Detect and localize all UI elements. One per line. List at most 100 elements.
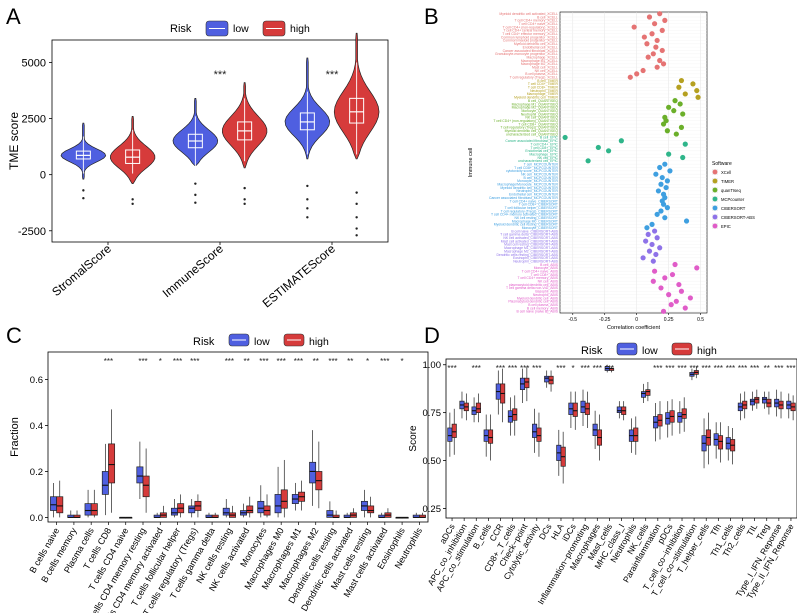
box-low-t-cells-cd4-memory-resting [136, 466, 144, 484]
point-b-cell-epic [562, 134, 568, 141]
outlier-high-estimatescore [355, 191, 358, 194]
cell-label-neutrophil-quantiseq: Neutrophil_QUANTISEQ [521, 112, 559, 116]
significance-mast-cells-activated: *** [380, 357, 389, 366]
box-low-dendritic-cells-resting [326, 510, 334, 518]
cell-label-t-cell-cd4-effector-memory-xcell: T cell CD4+ effector memory_XCELL [502, 32, 558, 36]
cell-label-monocyte-abis: Monocyte_ABIS [534, 266, 559, 270]
point-plasmacytoid-dendritic-cell-abis [676, 281, 682, 288]
box-high-t-cells-cd8 [108, 443, 116, 484]
box-high-check-point [524, 377, 530, 389]
cell-label-cancer-associated-fibroblast-xcell: Cancer associated fibroblast_XCELL [503, 49, 559, 53]
cell-label-t-cell-cd8-quantiseq: T cell CD8+_QUANTISEQ [518, 122, 558, 126]
box-high-mast-cells-resting [367, 505, 375, 514]
point-t-cell-cd8-quantiseq [660, 121, 667, 127]
cell-label-t-cell-gamma-delta-non-vd2-abis: T cell gamma delta non-Vd2_ABIS [506, 286, 559, 290]
point-myeloid-dendritic-cell-mcpcounter [663, 184, 669, 191]
box-low-adcs [447, 427, 453, 442]
point-t-cell-gamma-delta-cibersort-abs [645, 231, 651, 238]
cell-label-t-cell-regulatory-tregs-xcell: T cell regulatory (Tregs)_XCELL [510, 76, 559, 80]
legend-title: Software [712, 161, 732, 167]
box-low-nk-cells [640, 391, 647, 398]
box-high-plasma-cells [90, 503, 98, 516]
point-macrophage-xcell [645, 54, 651, 60]
cell-label-endothelial-cell-xcell: Endothelial cell_XCELL [523, 45, 559, 49]
box-low-plasma-cells [84, 503, 92, 516]
point-t-cell-cd8-timer [676, 84, 682, 90]
point-macrophage-m1-cibersort-abs [657, 245, 663, 251]
legend-key-quantiseq [712, 187, 718, 193]
cell-label-nk-cell-xcell: NK cell_XCELL [535, 69, 558, 73]
significance-macrophages-m2: ** [313, 357, 319, 366]
point-dendritic-cells-resting-cibersort-abs [653, 251, 659, 258]
y-axis-label: Immune cell [468, 148, 474, 178]
outlier-low-estimatescore [306, 184, 309, 188]
point-nk-cell-abis [650, 278, 656, 284]
significance-t-cells-cd4-memory-activated: * [159, 357, 162, 366]
point-b-cell-naive-naive-b-abis [660, 308, 667, 314]
cell-label-t-cell-regulatory-tregs-quantiseq: T cell regulatory (Tregs)_QUANTISEQ [500, 126, 558, 130]
cell-label-myeloid-dendritic-cell-xcell: Myeloid dendritic cell_XCELL [514, 42, 558, 46]
cell-label-dendritic-cells-resting-cibersort-abs: Dendritic cells resting_CIBERSORT-ABS [496, 253, 558, 257]
cell-label-cancer-associated-fibroblast-epic: Cancer associated fibroblast_EPIC [505, 139, 558, 143]
significance-treg: ** [764, 364, 770, 373]
point-t-cell-cd4-memory-abis [662, 275, 668, 281]
point-t-cell-cd4-non-regulatory-xcell [631, 24, 637, 30]
point-t-cell-cd8-cibersort [660, 201, 667, 207]
cell-label-mast-cell-activated-cibersort-abs: Mast cell activated_CIBERSORT-ABS [501, 239, 559, 243]
cell-label-t-cell-cd8-cibersort: T cell CD8+_CIBERSORT [519, 203, 558, 207]
legend-key-epic [712, 223, 718, 229]
cell-label-endothelial-cell-mcpcounter: Endothelial cell_MCPCOUNTER [509, 193, 559, 197]
point-uncharacterized-cell-epic [585, 158, 591, 164]
cell-label-t-cell-cd4-memory-xcell: T cell CD4+ memory_XCELL [514, 19, 558, 23]
cell-label-nk-cell-activated-cibersort-abs: NK cell activated_CIBERSORT-ABS [503, 236, 558, 240]
legend-label-high: high [309, 336, 329, 348]
significance-macrophages: *** [593, 364, 602, 373]
outlier-low-stromalscore [82, 189, 85, 192]
box-high-apc-co-stimulation [475, 402, 481, 413]
outlier-low-immunescore [194, 201, 197, 204]
point-common-myeloid-progenitor-xcell [654, 37, 660, 44]
point-uncharacterized-cell-quantiseq [673, 131, 679, 137]
box-low-b-cells-naive [50, 496, 57, 511]
point-t-cell-cd4-epic [682, 141, 688, 147]
point-b-cell-plasma-abis [668, 302, 674, 308]
point-macrophage-m2-quantiseq [666, 104, 672, 110]
legend-key-timer [712, 178, 718, 184]
cell-label-mast-cell-resting-cibersort-abs: Mast cell resting_CIBERSORT-ABS [504, 243, 559, 247]
cell-label-nk-cell-mcpcounter: NK cell_MCPCOUNTER [521, 173, 558, 177]
box-high-estimatescore [349, 97, 365, 124]
point-b-cell-mcpcounter [659, 174, 665, 181]
point-cancer-associated-fibroblast-epic [618, 138, 624, 144]
y-tick-label: 0.2 [30, 467, 43, 478]
point-nk-cell-mcpcounter [653, 171, 659, 177]
box-low-monocytes [257, 500, 265, 514]
outlier-high-estimatescore [355, 202, 358, 206]
point-common-lymphoid-progenitor-xcell [641, 34, 647, 40]
point-t-cell-cd4-memory-xcell [662, 17, 668, 23]
significance-estimatescore: *** [326, 69, 340, 81]
outlier-high-stromalscore [131, 202, 134, 206]
y-tick-label: 2500 [22, 114, 46, 126]
outlier-high-estimatescore [355, 216, 358, 219]
point-mast-cell-resting-cibersort-abs [649, 241, 655, 248]
legend-label-high: high [697, 345, 717, 357]
significance-hla: *** [556, 364, 565, 373]
cell-label-uncharacterized-cell-epic: uncharacterized cell_EPIC [518, 159, 559, 163]
significance-check-point: *** [520, 364, 529, 373]
point-b-cell-plasma-xcell [634, 71, 640, 77]
point-b-cell-xcell [646, 14, 653, 20]
cell-label-b-cell-plasma-abis: B cell plasma_ABIS [528, 303, 559, 307]
significance-t-helper-cells: *** [702, 364, 711, 373]
significance-t-cell-co-stimulation: *** [689, 364, 698, 373]
significance-nk-cells-activated: ** [244, 357, 250, 366]
cell-label-macrophage-m1-cibersort-abs: Macrophage M1_CIBERSORT-ABS [504, 246, 559, 250]
cell-label-macrophage-m2-xcell: Macrophage M2_XCELL [521, 62, 558, 66]
box-low-nk-cells-resting [222, 507, 230, 516]
cell-label-myeloid-dendritic-cell-resting-cibersort: Myeloid dendritic cell resting_CIBERSORT [494, 223, 558, 227]
legend-label-timer: TIMER [721, 179, 734, 184]
point-monocyte-abis [694, 265, 700, 271]
point-t-cell-cd8-abis [669, 271, 676, 278]
legend-label-xcell: XCell [721, 170, 731, 175]
cell-label-neutrophil-abis: Neutrophil_ABIS [533, 293, 559, 297]
significance-tfh: *** [714, 364, 723, 373]
